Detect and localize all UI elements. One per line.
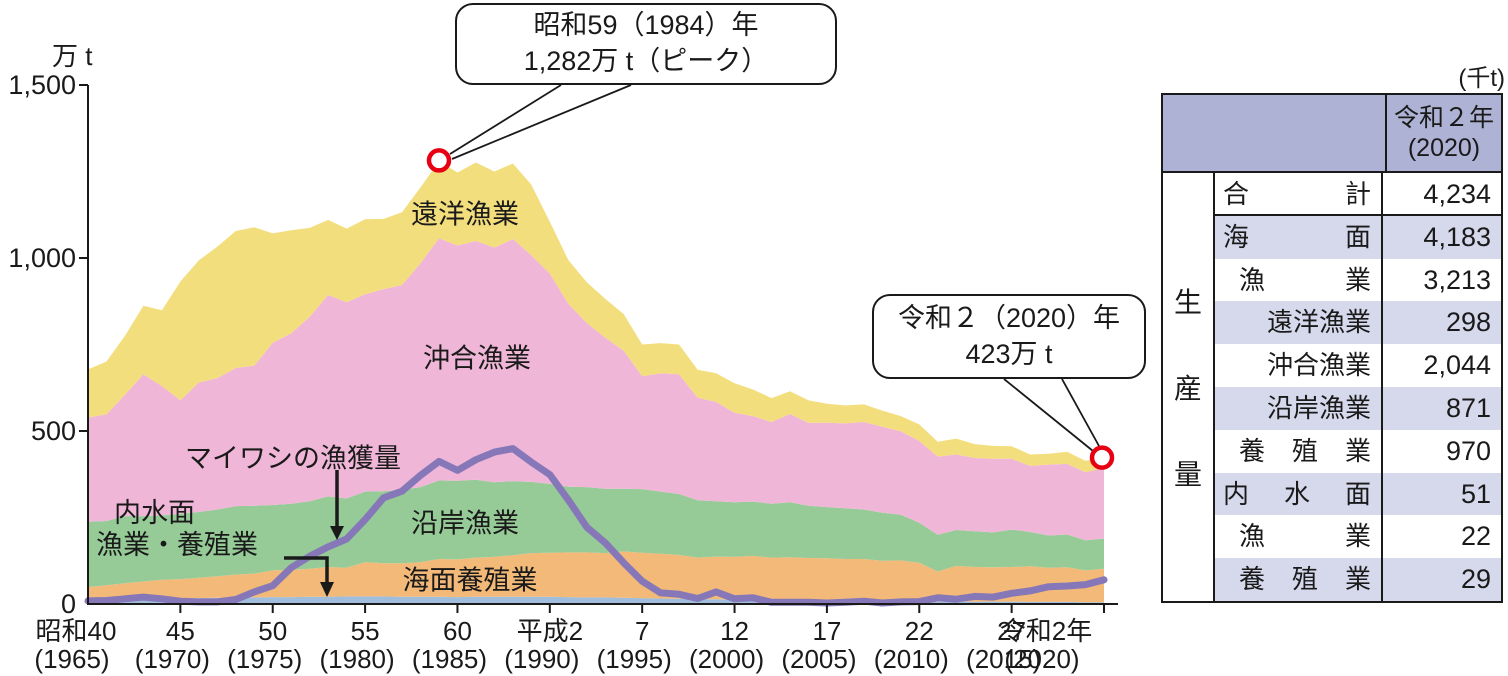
x-tick-label-era: 平成2 [517, 616, 583, 646]
y-tick-label: 500 [31, 416, 76, 446]
table-row: 漁業 22 [1215, 515, 1501, 559]
y-axis-unit-label: 万 t [52, 41, 93, 71]
x-tick-label-west: (1965) [34, 644, 109, 674]
y-tick-label: 1,500 [8, 70, 76, 100]
area-kaimen_yoshoku [88, 551, 1104, 603]
row-label: 漁業 [1215, 258, 1383, 302]
sardine-label-arrowhead [330, 526, 344, 540]
x-tick-label-era: 22 [905, 616, 934, 646]
table-row: 合計 4,234 [1215, 173, 1501, 216]
table-unit-label: (千t) [1458, 65, 1505, 92]
x-tick-label-west: (1985) [412, 644, 487, 674]
table-rows: 合計 4,234 海面 4,183 漁業 3,213 遠洋漁業 298 沖合漁業 2,044 沿岸漁… [1215, 173, 1501, 601]
table-row: 内水面 51 [1215, 472, 1501, 516]
x-tick-label-west: (2000) [689, 644, 764, 674]
sardine-catch-line [84, 445, 1108, 607]
row-label: 海面 [1215, 215, 1383, 259]
row-value: 2,044 [1423, 350, 1491, 381]
table-year-column-header: 令和２年 (2020) [1387, 95, 1501, 171]
peak-annotation-callout: 昭和59（1984）年 1,282万 t（ピーク） [455, 3, 837, 85]
label-marine-aquaculture: 海面養殖業 [402, 565, 538, 596]
x-tick-label-era: 昭和40 [36, 616, 117, 646]
area-okiai [88, 238, 1104, 541]
table-year-header-line1: 令和２年 [1393, 103, 1494, 132]
x-tick-label-west: (2020) [1004, 644, 1079, 674]
label-distant-water-fishery: 遠洋漁業 [411, 199, 519, 230]
table-row: 養殖業 29 [1215, 558, 1501, 601]
row-label: 遠洋漁業 [1215, 301, 1383, 345]
r2-annotation-line2: 423万 t [965, 338, 1053, 369]
r2-annotation-line1: 令和２（2020）年 [897, 302, 1121, 333]
x-tick-label-west: (1980) [320, 644, 395, 674]
peak-marker [426, 148, 452, 173]
x-tick-label-west: (1990) [504, 644, 579, 674]
peak-leader-lines [449, 84, 632, 160]
table-header-row: 令和２年 (2020) [1163, 95, 1501, 173]
row-value: 22 [1460, 521, 1491, 552]
x-tick-label-era: 55 [351, 616, 380, 646]
x-tick-label-west: (1995) [597, 644, 672, 674]
row-value: 871 [1445, 392, 1491, 423]
x-tick-label-era: 50 [258, 616, 287, 646]
row-label: 合計 [1215, 173, 1383, 214]
side-label-char: 産 [1173, 372, 1202, 404]
row-label: 養殖業 [1215, 558, 1383, 601]
x-tick-label-west: (1975) [227, 644, 302, 674]
inland-label-connector [284, 556, 329, 584]
label-inland-line2: 漁業・養殖業 [96, 529, 258, 560]
label-offshore-fishery: 沖合漁業 [423, 343, 531, 374]
table-year-header-line2: (2020) [1407, 134, 1481, 162]
x-tick-label-era: 45 [166, 616, 195, 646]
r2-leader-lines [1003, 378, 1100, 452]
row-label: 沿岸漁業 [1215, 386, 1383, 430]
peak-annotation-line2: 1,282万 t（ピーク） [523, 46, 769, 76]
table-side-label-production: 生産量 [1163, 173, 1215, 601]
row-label: 内水面 [1215, 472, 1383, 516]
label-coastal-fishery: 沿岸漁業 [411, 508, 519, 539]
x-tick-label-era: 7 [635, 616, 649, 646]
production-table: 令和２年 (2020) 生産量 合計 4,234 海面 4,183 漁業 3,213 遠洋漁… [1161, 93, 1503, 603]
row-value: 298 [1445, 307, 1491, 338]
row-label: 養殖業 [1215, 429, 1383, 473]
r2-annotation-callout: 令和２（2020）年 423万 t [872, 294, 1146, 379]
x-tick-label-era: 令和2年 [1000, 616, 1092, 646]
x-tick-label-west: (2015) [966, 644, 1041, 674]
row-value: 3,213 [1423, 264, 1491, 295]
table-header-spacer [1163, 95, 1387, 171]
row-value: 29 [1460, 564, 1491, 595]
label-sardine-catch: マイワシの漁獲量 [185, 443, 401, 474]
x-tick-label-west: (2005) [781, 644, 856, 674]
row-value: 51 [1460, 478, 1491, 509]
peak-annotation-line1: 昭和59（1984）年 [533, 10, 759, 41]
x-tick-label-era: 60 [443, 616, 472, 646]
row-value: 4,183 [1423, 221, 1491, 252]
table-row: 沖合漁業 2,044 [1215, 344, 1501, 387]
table-row: 海面 4,183 [1215, 215, 1501, 259]
label-inland-water-fishery: 内水面 漁業・養殖業 [96, 498, 258, 562]
label-inland-line1: 内水面 [114, 498, 195, 528]
table-row: 養殖業 970 [1215, 429, 1501, 473]
area-enyo [88, 161, 1104, 473]
x-tick-label-era: 27 [997, 616, 1026, 646]
x-tick-label-era: 12 [720, 616, 749, 646]
row-label: 漁業 [1215, 515, 1383, 559]
table-body: 生産量 合計 4,234 海面 4,183 漁業 3,213 遠洋漁業 298 沖合漁業 2,04… [1163, 173, 1501, 601]
x-tick-label-era: 17 [812, 616, 841, 646]
y-tick-label: 0 [61, 589, 76, 619]
r2-marker [1089, 445, 1115, 470]
x-tick-label-west: (1970) [135, 644, 210, 674]
side-label-char: 量 [1173, 458, 1202, 490]
inland-label-arrowhead [320, 582, 334, 597]
row-label: 沖合漁業 [1215, 344, 1383, 387]
row-value: 4,234 [1423, 179, 1491, 209]
row-value: 970 [1445, 435, 1491, 466]
x-tick-label-west: (2010) [874, 644, 949, 674]
table-row: 沿岸漁業 871 [1215, 386, 1501, 430]
table-row: 遠洋漁業 298 [1215, 301, 1501, 345]
y-tick-label: 1,000 [8, 243, 76, 273]
side-label-char: 生 [1173, 286, 1202, 318]
table-row: 漁業 3,213 [1215, 258, 1501, 302]
